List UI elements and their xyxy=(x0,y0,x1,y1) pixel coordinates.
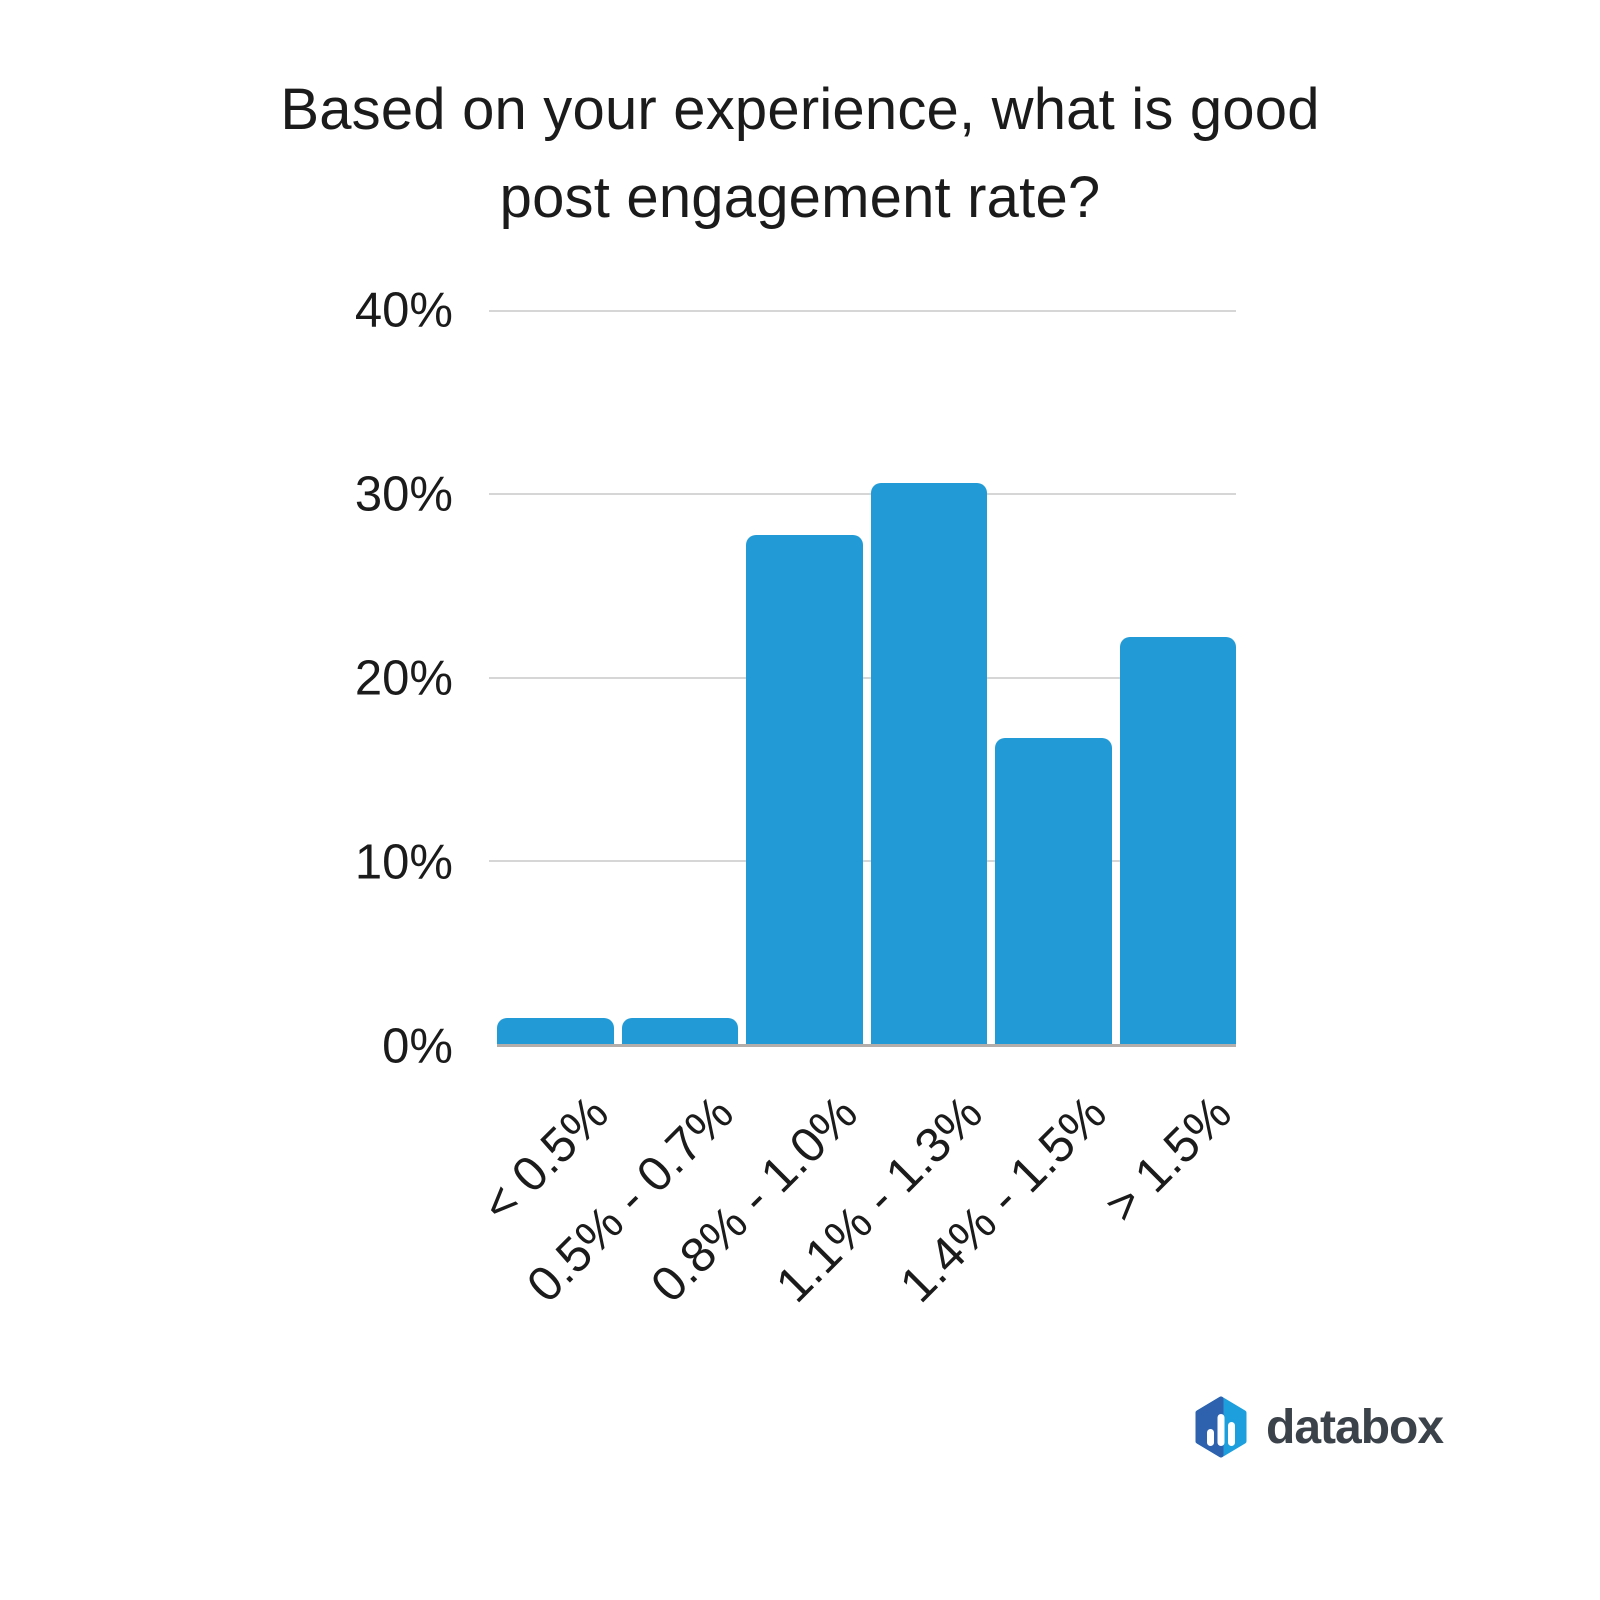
chart-title-line-1: Based on your experience, what is good xyxy=(280,77,1320,142)
gridline-20 xyxy=(489,676,1236,679)
y-tick-label: 30% xyxy=(354,467,453,522)
bar xyxy=(746,534,863,1044)
y-tick-label: 10% xyxy=(354,835,453,890)
gridline-30 xyxy=(489,493,1236,496)
logo-mini-bars xyxy=(1207,1414,1235,1446)
bar xyxy=(497,1018,614,1044)
chart-title-line-2: post engagement rate? xyxy=(499,165,1101,230)
databox-wordmark: databox xyxy=(1266,1400,1444,1454)
x-axis: < 0.5% 0.5% - 0.7% 0.8% - 1.0% 1.1% - 1.3% 1… xyxy=(472,1050,1242,1380)
y-tick-label: 0% xyxy=(382,1019,453,1074)
plot-area xyxy=(489,310,1236,1047)
chart-title: Based on your experience, what is good p… xyxy=(0,66,1600,242)
x-tick-label: > 1.5% xyxy=(1094,1085,1242,1233)
gridline-40 xyxy=(489,310,1236,312)
y-tick-label: 20% xyxy=(354,651,453,706)
databox-logo-icon xyxy=(1195,1396,1247,1458)
y-axis: 0% 10% 20% 30% 40% xyxy=(0,286,453,1071)
databox-brand: databox xyxy=(1194,1396,1444,1458)
bar xyxy=(995,737,1112,1044)
bar xyxy=(1119,637,1236,1044)
bar xyxy=(621,1018,738,1044)
bar xyxy=(870,483,987,1044)
gridline-10 xyxy=(489,859,1236,862)
y-tick-label: 40% xyxy=(354,283,453,338)
bars-group xyxy=(497,311,1236,1044)
